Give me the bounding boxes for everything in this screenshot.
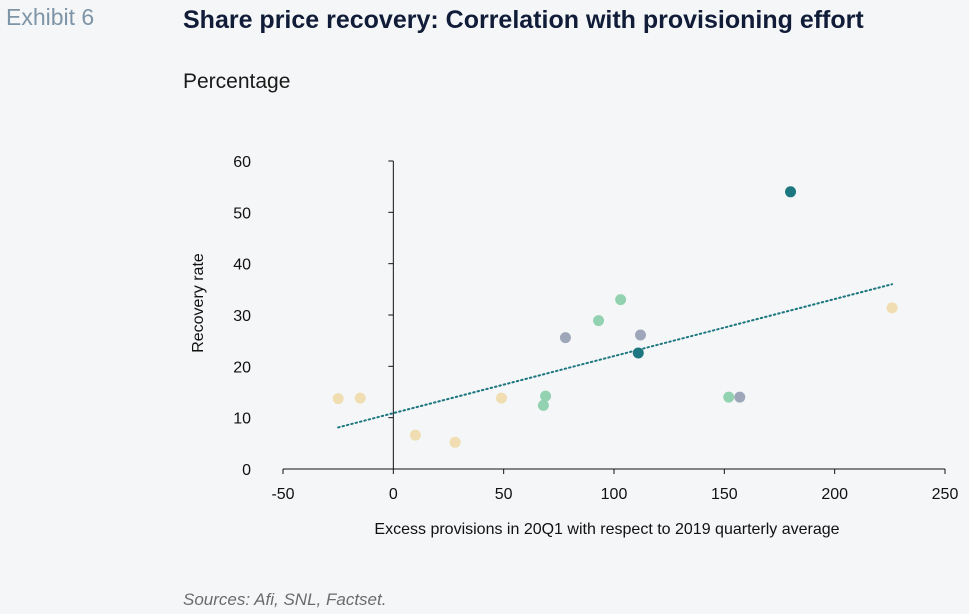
- x-tick-label: 150: [711, 486, 738, 503]
- chart-title: Share price recovery: Correlation with p…: [183, 6, 864, 34]
- y-axis-label: Recovery rate: [190, 253, 207, 353]
- data-point: [886, 302, 898, 314]
- data-point: [354, 392, 366, 404]
- source-note: Sources: Afi, SNL, Factset.: [183, 590, 387, 609]
- data-point: [559, 332, 571, 344]
- y-tick-label: 40: [233, 257, 251, 274]
- y-tick-label: 50: [233, 205, 251, 222]
- chart-subtitle: Percentage: [183, 70, 291, 93]
- data-point: [449, 436, 461, 448]
- data-point: [409, 429, 421, 441]
- exhibit-label: Exhibit 6: [6, 4, 95, 30]
- data-point: [537, 399, 549, 411]
- data-point: [495, 392, 507, 404]
- data-point: [615, 294, 627, 306]
- x-tick-label: 0: [389, 486, 398, 503]
- data-point: [593, 315, 605, 327]
- y-tick-label: 20: [233, 359, 251, 376]
- data-point: [540, 390, 552, 402]
- data-point: [632, 347, 644, 359]
- data-point: [723, 391, 735, 403]
- y-tick-label: 60: [233, 154, 251, 171]
- data-point: [734, 391, 746, 403]
- data-points: [332, 186, 898, 448]
- data-point: [634, 329, 646, 341]
- y-tick-label: 0: [242, 462, 251, 479]
- data-point: [332, 393, 344, 405]
- x-tick-label: -50: [271, 486, 294, 503]
- chart-axes: -50 0 50 100 150 200 250 0 10 20 30 40 50 60: [233, 154, 958, 503]
- trendline: [337, 283, 894, 429]
- x-axis-label: Excess provisions in 20Q1 with respect t…: [374, 521, 839, 538]
- x-tick-label: 250: [932, 486, 959, 503]
- y-tick-label: 10: [233, 411, 251, 428]
- trendline-group: [337, 283, 894, 429]
- x-tick-label: 50: [495, 486, 513, 503]
- x-tick-label: 200: [821, 486, 848, 503]
- data-point: [785, 186, 797, 198]
- y-tick-label: 30: [233, 308, 251, 325]
- x-tick-label: 100: [601, 486, 628, 503]
